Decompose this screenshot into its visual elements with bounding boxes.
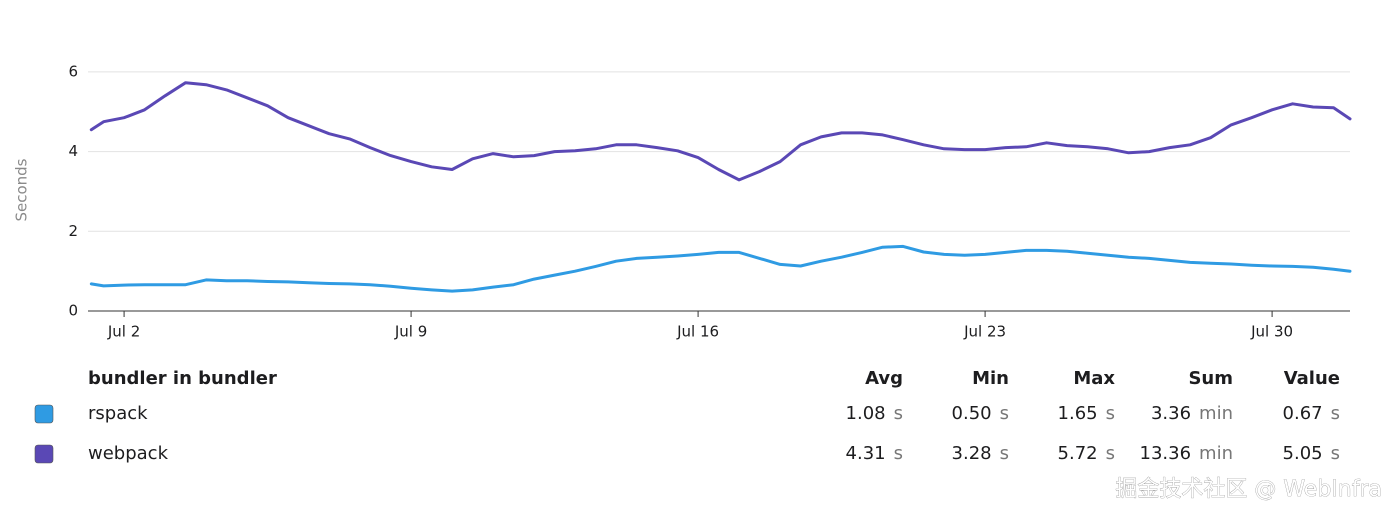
stat-unit: s [894,403,903,424]
x-tick-label: Jul 2 [107,323,140,341]
y-tick-label: 4 [68,142,78,160]
x-tick-label: Jul 16 [676,323,719,341]
legend-column-header: Avg [865,368,903,389]
legend-swatch [34,444,54,464]
series-line [89,244,1352,293]
legend-name: rspack [88,403,148,424]
legend-column-header: Sum [1188,368,1233,389]
legend-stat: 1.65 s [1058,403,1115,424]
stat-value: 3.36 [1151,403,1191,424]
legend-stat: 5.72 s [1058,443,1115,464]
stat-value: 0.67 [1283,403,1323,424]
y-tick-label: 0 [68,302,78,320]
stat-value: 1.65 [1058,403,1098,424]
legend-column-header: Min [972,368,1009,389]
x-tick-label: Jul 9 [394,323,427,341]
legend-stat: 0.50 s [952,403,1009,424]
legend-stat: 0.67 s [1283,403,1340,424]
legend-column-header: Value [1284,368,1340,389]
stat-unit: s [1106,443,1115,464]
stat-value: 3.28 [952,443,992,464]
legend-title: bundler in bundler [88,368,277,389]
stat-unit: s [1000,443,1009,464]
legend-swatch [34,404,54,424]
stat-value: 4.31 [846,443,886,464]
legend-stat: 5.05 s [1283,443,1340,464]
stat-unit: s [1106,403,1115,424]
stat-unit: min [1199,443,1233,464]
stat-unit: s [1000,403,1009,424]
x-tick-label: Jul 23 [963,323,1006,341]
stat-value: 0.50 [952,403,992,424]
stat-unit: min [1199,403,1233,424]
legend-name: webpack [88,443,169,464]
legend-stat: 4.31 s [846,443,903,464]
legend-column-header: Max [1073,368,1115,389]
legend-stat: 13.36 min [1140,443,1233,464]
series-line [89,81,1352,182]
y-tick-label: 6 [68,62,78,80]
stat-unit: s [1331,403,1340,424]
stat-value: 13.36 [1140,443,1192,464]
stat-value: 1.08 [846,403,886,424]
stat-unit: s [1331,443,1340,464]
legend-stat: 3.28 s [952,443,1009,464]
legend-stat: 3.36 min [1151,403,1233,424]
watermark: 掘金技术社区 @ WebInfra [1115,477,1382,502]
stat-value: 5.72 [1058,443,1098,464]
y-axis-title: Seconds [13,158,31,221]
stat-unit: s [894,443,903,464]
y-tick-label: 2 [68,222,78,240]
legend-stat: 1.08 s [846,403,903,424]
stat-value: 5.05 [1283,443,1323,464]
x-tick-label: Jul 30 [1250,323,1293,341]
